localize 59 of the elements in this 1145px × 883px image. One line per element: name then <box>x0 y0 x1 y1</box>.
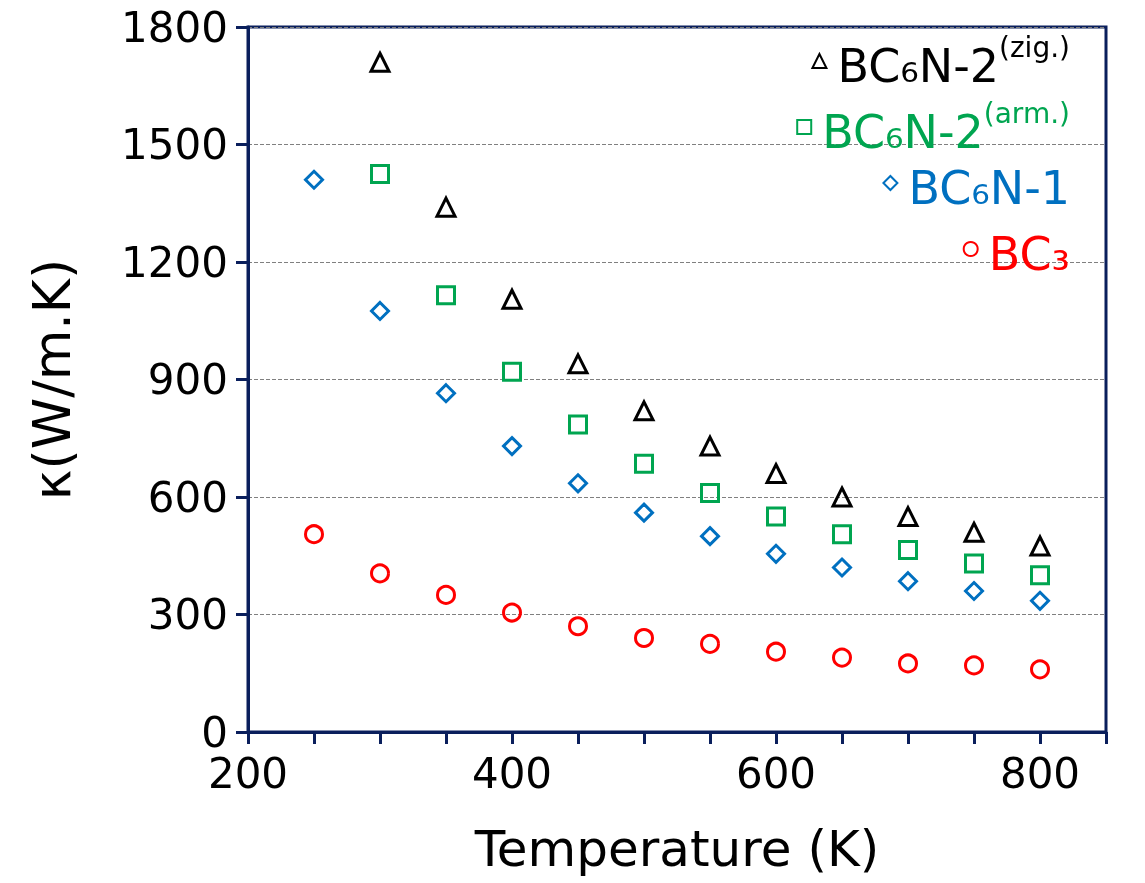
y-tick-label: 1200 <box>121 237 228 287</box>
x-tick-label: 400 <box>471 748 553 798</box>
point <box>568 473 588 494</box>
point <box>436 383 456 404</box>
point <box>700 526 720 547</box>
point <box>436 285 456 306</box>
point <box>501 288 523 310</box>
point <box>699 435 721 457</box>
point <box>502 436 522 457</box>
x-axis-title: Temperature (K) <box>473 820 880 878</box>
point <box>370 563 390 584</box>
y-tick-label: 1800 <box>121 2 228 52</box>
point <box>700 483 720 504</box>
point <box>832 647 852 668</box>
point <box>963 521 985 543</box>
point <box>634 453 654 474</box>
point <box>568 616 588 637</box>
point <box>502 602 522 623</box>
point <box>765 463 787 484</box>
point <box>831 486 853 508</box>
point <box>435 196 457 218</box>
point <box>369 51 391 73</box>
point <box>633 400 655 422</box>
point <box>964 655 984 676</box>
point <box>1029 535 1051 557</box>
y-tick-label: 1500 <box>121 120 228 169</box>
point <box>567 353 589 375</box>
point <box>502 361 522 382</box>
point <box>832 557 852 578</box>
x-tick-label: 800 <box>999 748 1081 798</box>
point <box>766 506 786 527</box>
point <box>898 653 918 674</box>
point <box>370 163 390 184</box>
point <box>700 633 720 654</box>
point <box>1030 565 1050 586</box>
point <box>304 524 324 545</box>
x-tick-label: 600 <box>735 748 817 798</box>
point <box>832 524 852 545</box>
point <box>766 543 786 564</box>
y-tick-label: 600 <box>147 472 228 522</box>
point <box>568 414 588 435</box>
point <box>1030 659 1050 680</box>
point <box>634 628 654 648</box>
legend-label: BC₆N-1 <box>908 161 1071 215</box>
point <box>634 502 654 523</box>
y-axis-title: κ(W/m.K) <box>22 258 82 501</box>
point <box>304 169 324 190</box>
point <box>370 300 390 321</box>
point <box>898 571 918 592</box>
y-tick-label: 900 <box>147 355 228 404</box>
point <box>766 641 786 662</box>
y-tick-label: 300 <box>147 590 228 639</box>
legend-label: BC₃ <box>988 227 1070 281</box>
point <box>898 539 918 560</box>
point <box>897 506 919 528</box>
point <box>964 581 984 601</box>
point <box>964 553 984 574</box>
point <box>436 584 456 605</box>
point <box>1030 590 1050 611</box>
